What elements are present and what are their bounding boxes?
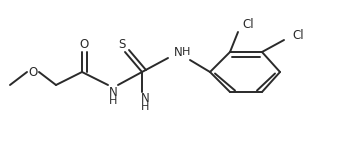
Text: N: N bbox=[174, 46, 183, 59]
Text: O: O bbox=[28, 66, 38, 78]
Text: H: H bbox=[182, 47, 190, 57]
Text: Cl: Cl bbox=[242, 17, 254, 30]
Text: O: O bbox=[79, 37, 89, 51]
Text: N: N bbox=[141, 91, 149, 105]
Text: Cl: Cl bbox=[292, 29, 303, 41]
Text: H: H bbox=[141, 102, 149, 112]
Text: S: S bbox=[118, 37, 126, 51]
Text: H: H bbox=[109, 96, 117, 106]
Text: N: N bbox=[109, 86, 117, 98]
